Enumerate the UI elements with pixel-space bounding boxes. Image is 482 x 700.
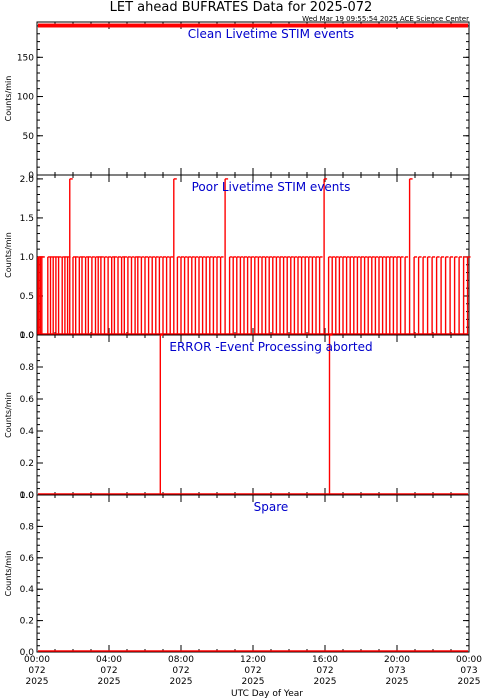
- y-tick-label: 100: [17, 93, 34, 103]
- timestamp-text: Wed Mar 19 09:55:54 2025 ACE Science Cen…: [302, 15, 469, 23]
- y-tick-label: 150: [17, 53, 34, 63]
- panel-4: 0.0 0.2 0.4 0.6 0.8 1.0 Counts/min Spare: [4, 491, 470, 658]
- x-tick-label: 2025: [386, 677, 409, 687]
- panels-group: 0 50 100 150 Counts/min Clean Livetime STIM e…: [4, 21, 471, 658]
- y-tick-label: 1.5: [20, 214, 34, 224]
- panel-1: 0 50 100 150 Counts/min Clean Livetime STIM e…: [4, 21, 470, 181]
- y-tick-label: 0.5: [20, 292, 34, 302]
- x-axis-label: UTC Day of Year: [231, 689, 303, 699]
- y-axis-label: Counts/min: [4, 392, 13, 438]
- x-tick-label: 12:00: [240, 655, 266, 665]
- y-tick-label: 0.2: [20, 617, 34, 627]
- x-tick-label: 072: [28, 666, 45, 676]
- panel-label: Poor Livetime STIM events: [192, 180, 351, 194]
- panel-label: ERROR -Event Processing aborted: [169, 340, 372, 354]
- y-tick-label: 0.4: [20, 427, 35, 437]
- y-tick-label: 0.0: [20, 491, 35, 501]
- x-tick-label: 072: [244, 666, 261, 676]
- x-tick-label: 16:00: [312, 655, 338, 665]
- panel-label: Clean Livetime STIM events: [188, 27, 354, 41]
- y-axis-label: Counts/min: [4, 551, 13, 597]
- panel-label: Spare: [254, 500, 289, 514]
- y-axis-label: Counts/min: [4, 232, 13, 278]
- panel-2: 0.0 0.5 1.0 1.5 2.0 Counts/min Poor Livetime S…: [4, 174, 471, 341]
- x-tick-label: 2025: [170, 677, 193, 687]
- x-tick-label: 04:00: [96, 655, 122, 665]
- x-tick-label: 2025: [98, 677, 121, 687]
- x-tick-label: 2025: [26, 677, 49, 687]
- panel-frame: [36, 494, 470, 653]
- x-tick-label: 00:00: [24, 655, 50, 665]
- y-tick-label: 0.8: [20, 522, 35, 532]
- chart-title: LET ahead BUFRATES Data for 2025-072: [110, 0, 373, 15]
- x-tick-label: 072: [172, 666, 189, 676]
- y-tick-label: 1.0: [20, 331, 35, 341]
- y-tick-label: 0.2: [20, 459, 34, 469]
- panel-frame: [36, 334, 470, 496]
- y-tick-label: 50: [23, 132, 35, 142]
- y-tick-label: 0.8: [20, 363, 35, 373]
- x-tick-label: 072: [316, 666, 333, 676]
- y-tick-label: 0.6: [20, 554, 35, 564]
- x-tick-label: 2025: [242, 677, 265, 687]
- y-tick-label: 0.0: [20, 648, 35, 658]
- y-tick-label: 0.4: [20, 585, 35, 595]
- x-tick-label: 08:00: [168, 655, 194, 665]
- y-tick-label: 0: [28, 171, 34, 181]
- x-tick-label: 073: [388, 666, 405, 676]
- panel-frame: [36, 174, 470, 336]
- x-tick-label: 20:00: [384, 655, 410, 665]
- y-tick-label: 2.0: [20, 175, 35, 185]
- y-axis-label: Counts/min: [4, 76, 13, 122]
- y-tick-label: 1.0: [20, 491, 35, 501]
- x-axis: 00:00072202504:00072202508:00072202512:0…: [24, 655, 482, 687]
- x-tick-label: 2025: [458, 677, 481, 687]
- x-tick-label: 072: [100, 666, 117, 676]
- x-tick-label: 073: [460, 666, 477, 676]
- x-tick-label: 2025: [314, 677, 337, 687]
- y-tick-label: 0.0: [20, 331, 35, 341]
- y-tick-label: 1.0: [20, 253, 35, 263]
- x-tick-label: 00:00: [456, 655, 482, 665]
- panel-3: 0.0 0.2 0.4 0.6 0.8 1.0 Counts/min ERROR -Event…: [4, 331, 470, 501]
- y-tick-label: 0.6: [20, 395, 35, 405]
- panel-frame: [36, 21, 470, 176]
